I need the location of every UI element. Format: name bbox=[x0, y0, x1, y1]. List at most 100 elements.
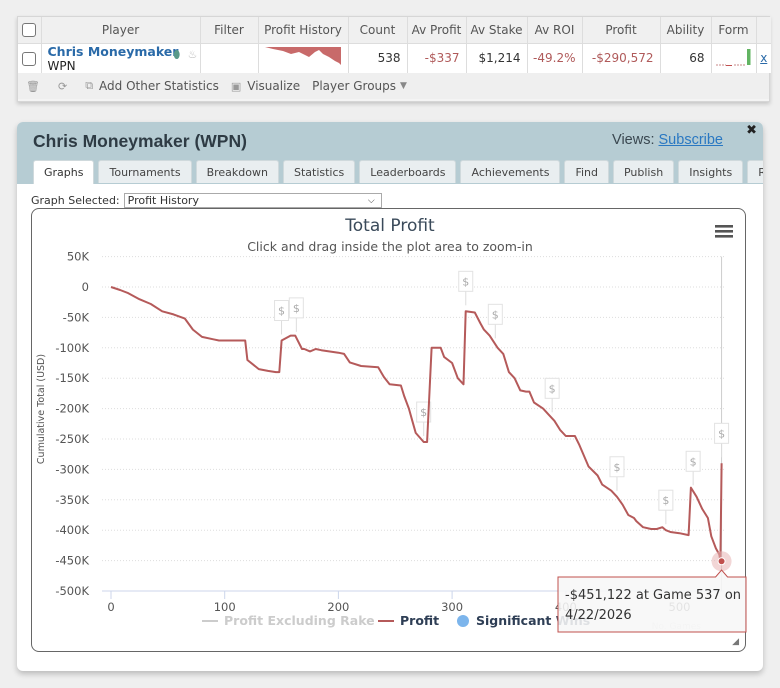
tooltip-line-2: 4/22/2026 bbox=[565, 608, 632, 623]
player-name-link[interactable]: Chris Moneymaker bbox=[47, 43, 179, 59]
delete-button[interactable]: 🗑 bbox=[26, 80, 46, 93]
tab-tournaments[interactable]: Tournaments bbox=[98, 160, 192, 183]
sparkline-area bbox=[265, 46, 341, 65]
column-header-profit-history[interactable]: Profit History bbox=[258, 17, 349, 44]
av-stake-cell: $1,214 bbox=[466, 43, 528, 73]
tab-statistics[interactable]: Statistics bbox=[282, 160, 356, 183]
player-groups-label: Player Groups bbox=[312, 79, 397, 93]
remove-row-cell: x bbox=[756, 43, 771, 73]
significant-win-flags: $ $ $ $ $ $ $ $ $ $ bbox=[274, 270, 730, 525]
tab-publish[interactable]: Publish bbox=[612, 160, 675, 183]
views-area: Views: Subscribe bbox=[612, 132, 723, 148]
svg-text:-250K: -250K bbox=[55, 432, 89, 446]
table-header-row: Player Filter Profit History Count Av Pr… bbox=[18, 17, 771, 44]
profit-history-sparkline bbox=[258, 43, 349, 73]
y-axis-ticks: 50K 0 -50K -100K -150K -200K -250K -300K -350K -4… bbox=[55, 250, 89, 598]
svg-text:200: 200 bbox=[327, 600, 349, 614]
svg-text:50K: 50K bbox=[67, 250, 90, 264]
stats-toolbar: 🗑 ⟳ ⧉ Add Other Statistics ▣ Visualize P… bbox=[18, 73, 769, 99]
gem-icon[interactable]: ⬮ bbox=[173, 47, 181, 61]
chart-canvas[interactable]: Total Profit Click and drag inside the p… bbox=[32, 209, 747, 653]
panel-header: Chris Moneymaker (WPN) Views: Subscribe … bbox=[17, 122, 763, 184]
svg-text:-500K: -500K bbox=[55, 584, 89, 598]
table-row: Chris Moneymaker WPN ⬮ ♨ 538 -$337 $1,21… bbox=[18, 43, 771, 73]
column-header-player[interactable]: Player bbox=[41, 17, 201, 44]
av-roi-cell: -49.2% bbox=[527, 43, 583, 73]
svg-text:-300K: -300K bbox=[55, 462, 89, 476]
refresh-button[interactable]: ⟳ bbox=[58, 80, 73, 93]
column-header-av-profit[interactable]: Av Profit bbox=[407, 17, 467, 44]
image-icon: ▣ bbox=[230, 79, 242, 93]
tab-reports[interactable]: Reports bbox=[747, 160, 763, 183]
ability-cell: 68 bbox=[660, 43, 712, 73]
player-groups-dropdown[interactable]: Player Groups ▼ bbox=[312, 79, 407, 93]
column-header-count[interactable]: Count bbox=[348, 17, 408, 44]
tab-insights[interactable]: Insights bbox=[678, 160, 744, 183]
column-header-av-stake[interactable]: Av Stake bbox=[466, 17, 528, 44]
profit-chart[interactable]: Total Profit Click and drag inside the p… bbox=[31, 208, 747, 653]
svg-text:$: $ bbox=[718, 427, 725, 440]
legend-item-profit-excluding-rake[interactable]: Profit Excluding Rake bbox=[202, 613, 375, 628]
column-header-profit[interactable]: Profit bbox=[582, 17, 661, 44]
tab-breakdown[interactable]: Breakdown bbox=[195, 160, 279, 183]
remove-row-link[interactable]: x bbox=[760, 51, 768, 66]
column-header-av-roi[interactable]: Av ROI bbox=[527, 17, 583, 44]
column-header-filter[interactable]: Filter bbox=[200, 17, 259, 44]
row-checkbox[interactable] bbox=[22, 51, 37, 66]
player-cell: Chris Moneymaker WPN ⬮ ♨ bbox=[41, 43, 201, 73]
svg-text:0: 0 bbox=[107, 600, 114, 614]
filter-cell[interactable] bbox=[200, 43, 259, 73]
chart-tooltip: -$451,122 at Game 537 on 4/22/2026 bbox=[557, 569, 747, 633]
chart-legend: Profit Excluding Rake Profit Significant… bbox=[202, 613, 590, 628]
player-icons: ⬮ ♨ bbox=[173, 48, 197, 62]
player-panel: Chris Moneymaker (WPN) Views: Subscribe … bbox=[17, 122, 763, 671]
tab-achievements[interactable]: Achievements bbox=[460, 160, 561, 183]
svg-text:$: $ bbox=[549, 382, 556, 395]
panel-tabs: Graphs Tournaments Breakdown Statistics … bbox=[33, 160, 763, 184]
chart-gridlines bbox=[102, 256, 724, 562]
svg-text:-400K: -400K bbox=[55, 523, 89, 537]
close-icon[interactable]: ✖ bbox=[746, 123, 757, 138]
columns-icon: ⧉ bbox=[85, 79, 94, 92]
svg-text:$: $ bbox=[613, 461, 620, 474]
column-header-form[interactable]: Form bbox=[711, 17, 757, 44]
svg-text:100: 100 bbox=[214, 600, 236, 614]
refresh-icon: ⟳ bbox=[57, 79, 68, 93]
tab-find[interactable]: Find bbox=[564, 160, 609, 183]
svg-text:$: $ bbox=[690, 455, 697, 468]
player-stats-card: Player Filter Profit History Count Av Pr… bbox=[17, 16, 771, 102]
views-label: Views: bbox=[612, 132, 655, 148]
graph-select-value: Profit History bbox=[127, 194, 199, 207]
svg-text:-450K: -450K bbox=[55, 554, 89, 568]
chart-menu-icon[interactable] bbox=[715, 225, 733, 238]
subscribe-link[interactable]: Subscribe bbox=[658, 132, 723, 148]
select-all-checkbox[interactable] bbox=[22, 23, 37, 37]
column-header-ability[interactable]: Ability bbox=[660, 17, 712, 44]
svg-text:$: $ bbox=[278, 305, 285, 318]
select-all-header[interactable] bbox=[18, 17, 42, 44]
profit-series-line bbox=[110, 286, 723, 563]
graph-select-dropdown[interactable]: Profit History ⌵ bbox=[123, 193, 382, 208]
svg-text:$: $ bbox=[662, 494, 669, 507]
visualize-button[interactable]: ▣ Visualize bbox=[231, 79, 300, 93]
svg-text:300: 300 bbox=[441, 600, 463, 614]
av-profit-cell: -$337 bbox=[407, 43, 467, 73]
svg-text:Profit Excluding Rake: Profit Excluding Rake bbox=[224, 613, 375, 628]
tooltip-line-1: -$451,122 at Game 537 on bbox=[565, 588, 741, 603]
legend-item-profit[interactable]: Profit bbox=[378, 613, 439, 628]
tab-leaderboards[interactable]: Leaderboards bbox=[359, 160, 457, 183]
chevron-down-icon: ⌵ bbox=[367, 195, 375, 206]
form-bars bbox=[715, 48, 750, 66]
graph-selected-label: Graph Selected: bbox=[31, 194, 120, 207]
row-select-cell[interactable] bbox=[18, 43, 42, 73]
add-other-statistics-button[interactable]: ⧉ Add Other Statistics bbox=[85, 79, 219, 93]
svg-text:-200K: -200K bbox=[55, 402, 89, 416]
profit-cell: -$290,572 bbox=[582, 43, 661, 73]
player-site: WPN bbox=[47, 58, 76, 73]
svg-text:-50K: -50K bbox=[63, 310, 90, 324]
count-cell: 538 bbox=[348, 43, 408, 73]
visualize-label: Visualize bbox=[247, 79, 301, 93]
tab-graphs[interactable]: Graphs bbox=[33, 160, 95, 184]
resize-handle-icon[interactable]: ◢ bbox=[732, 637, 739, 647]
flame-icon[interactable]: ♨ bbox=[187, 47, 198, 61]
